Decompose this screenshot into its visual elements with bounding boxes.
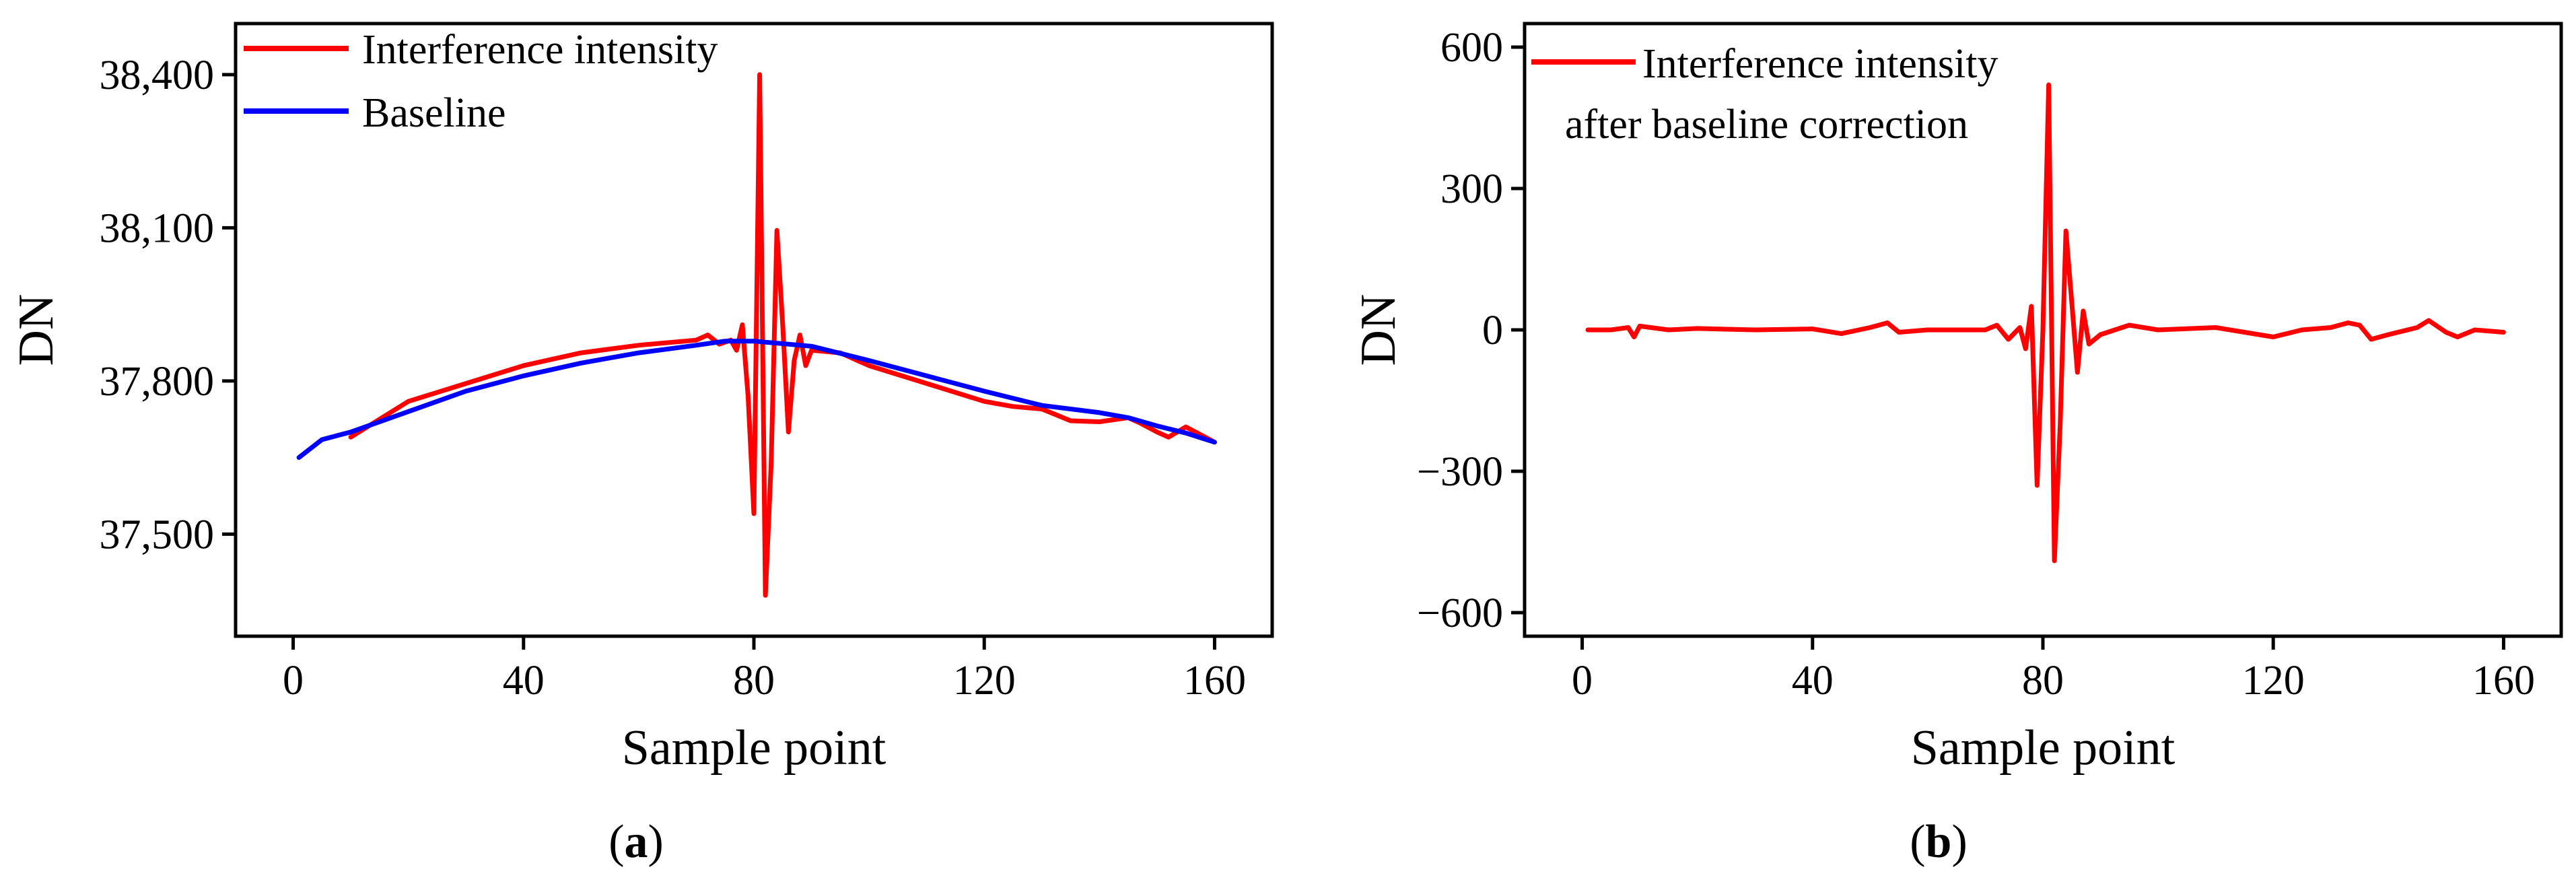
panel-a-x-tick-label-2: 80 xyxy=(733,658,775,704)
panel-b-y-tick-label-2: 0 xyxy=(1482,308,1503,353)
panel-b-y-tick-label-1: −300 xyxy=(1417,449,1503,495)
panel-b-label-letter: b xyxy=(1926,816,1952,868)
panel-a-legend-label-baseline: Baseline xyxy=(362,90,506,136)
panel-b-x-axis-title: Sample point xyxy=(1911,720,2175,776)
panel-a-y-axis-title: DN xyxy=(9,294,64,366)
panel-b-legend-label-line1: Interference intensity xyxy=(1642,41,1998,87)
panel-a: 0 40 80 120 160 37,500 37,800 38,100 38,400 Samp… xyxy=(9,22,1274,868)
panel-a-y-tick-label-2: 38,100 xyxy=(100,205,215,251)
panel-a-x-tick-label-0: 0 xyxy=(283,658,304,704)
panel-a-series-0-line xyxy=(348,72,1217,598)
panel-b-y-tick-label-4: 600 xyxy=(1440,25,1503,71)
panel-a-series-group xyxy=(296,72,1217,598)
panel-a-y-tick-label-3: 38,400 xyxy=(100,53,215,98)
panel-a-x-axis-title: Sample point xyxy=(622,720,886,776)
panel-b-legend-label-line2: after baseline correction xyxy=(1565,102,1968,147)
panel-b-x-tick-label-1: 40 xyxy=(1792,658,1834,704)
panel-b-label-open: ( xyxy=(1910,816,1925,868)
panel-a-legend-label-interference: Interference intensity xyxy=(362,27,718,73)
panel-b-x-tick-label-3: 120 xyxy=(2242,658,2305,704)
panel-b-x-tick-label-4: 160 xyxy=(2472,658,2535,704)
panel-b-label: (b) xyxy=(1910,816,1968,868)
panel-a-label: (a) xyxy=(608,816,664,868)
panel-a-x-tick-label-3: 120 xyxy=(953,658,1016,704)
panel-b-series-0-line xyxy=(1585,82,2506,563)
panel-b-y-axis-title: DN xyxy=(1351,294,1406,366)
panel-a-x-tick-label-4: 160 xyxy=(1183,658,1246,704)
panel-b-y-tick-label-3: 300 xyxy=(1440,166,1503,212)
panel-b-legend: Interference intensity after baseline co… xyxy=(1531,41,1998,147)
panel-b-x-tick-label-0: 0 xyxy=(1572,658,1593,704)
panel-a-legend: Interference intensity Baseline xyxy=(244,27,718,136)
panel-b-label-close: ) xyxy=(1951,816,1967,868)
panel-a-label-close: ) xyxy=(648,816,664,868)
panel-a-y-tick-label-0: 37,500 xyxy=(100,512,215,557)
panel-a-label-letter: a xyxy=(625,816,648,868)
panel-b-y-tick-label-0: −600 xyxy=(1417,590,1503,636)
panel-b-ticks-group: 0 40 80 120 160 −600 −300 0 300 600 xyxy=(1417,25,2535,704)
panel-a-y-tick-label-1: 37,800 xyxy=(100,359,215,405)
panel-a-series-1-line xyxy=(296,339,1217,460)
panel-a-ticks-group: 0 40 80 120 160 37,500 37,800 38,100 38,400 xyxy=(100,53,1246,704)
panel-b-x-tick-label-2: 80 xyxy=(2022,658,2064,704)
panel-a-label-open: ( xyxy=(608,816,624,868)
panel-b-series-group xyxy=(1585,82,2506,563)
panel-a-x-tick-label-1: 40 xyxy=(503,658,545,704)
